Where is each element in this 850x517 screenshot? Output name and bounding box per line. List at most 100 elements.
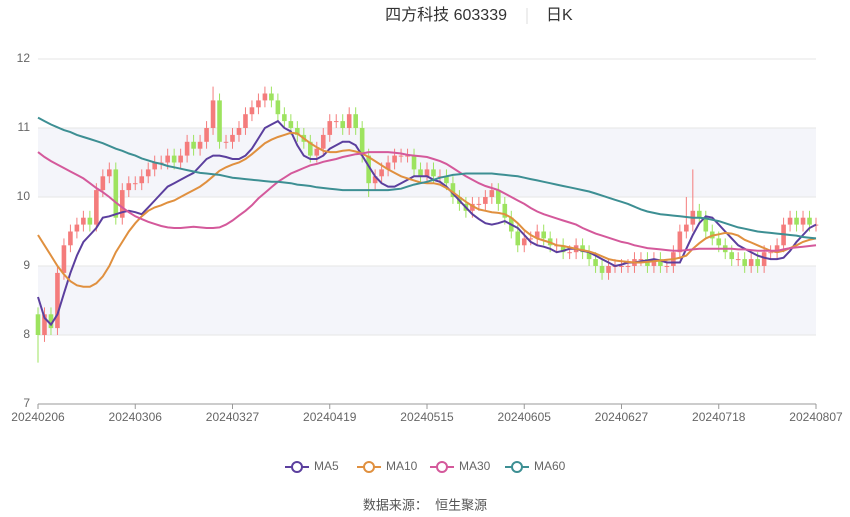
candle-body [282, 114, 287, 122]
candle-body [165, 155, 170, 163]
candle-body [697, 210, 702, 218]
ma-line [37, 119, 817, 327]
candle-body [664, 266, 670, 267]
candle-body [768, 252, 773, 254]
candle-body [651, 259, 657, 266]
candle-body [405, 155, 410, 157]
candle-body [761, 252, 767, 266]
candle-body [366, 155, 371, 184]
candle-body [677, 231, 683, 253]
candle-body [333, 121, 339, 123]
candle-body [295, 128, 300, 135]
y-tick-label: 8 [23, 327, 30, 341]
x-tick-label: 20240419 [303, 410, 357, 424]
candle-body [483, 197, 488, 204]
candle-body [269, 93, 274, 101]
candle-body [411, 155, 417, 170]
candle-body [256, 100, 261, 108]
candle-body [807, 217, 812, 225]
candle-body [68, 231, 73, 246]
candle-body [774, 245, 780, 253]
x-tick-label: 20240306 [109, 410, 163, 424]
ma-line [37, 116, 817, 240]
candle-body [528, 238, 534, 240]
candle-body [139, 176, 145, 184]
x-tick-label: 20240515 [400, 410, 454, 424]
candle-body [586, 252, 592, 260]
candle-body [288, 121, 294, 128]
candle-body [87, 217, 93, 225]
legend-marker [436, 461, 448, 473]
candle-body [735, 259, 741, 261]
x-tick-label: 20240605 [498, 410, 552, 424]
candle-body [515, 231, 521, 246]
candle-body [327, 121, 333, 135]
candle-body [593, 259, 598, 266]
legend-label: MA30 [459, 459, 491, 473]
candle-body [320, 134, 326, 149]
candle-body [418, 169, 423, 177]
candle-body [372, 176, 378, 184]
candle-body [359, 128, 365, 156]
candle-body [625, 266, 631, 267]
candle-body [431, 169, 436, 177]
candle-body [748, 259, 754, 266]
candle-body [61, 245, 67, 273]
legend-marker [363, 461, 375, 473]
legend-label: MA60 [534, 459, 566, 473]
legend-label: MA5 [314, 459, 339, 473]
candle-body [42, 314, 47, 335]
candle-body [794, 217, 799, 225]
candle-body [314, 148, 320, 156]
candle-body [502, 203, 508, 218]
candle-body [55, 272, 60, 329]
candle-body [223, 141, 229, 143]
candle-body [132, 183, 138, 185]
candle-body [236, 128, 242, 135]
candle-body [599, 266, 605, 273]
candle-body [580, 245, 585, 253]
candle-body [178, 155, 183, 163]
y-tick-label: 10 [17, 189, 31, 203]
candle-body [230, 134, 235, 142]
candle-body [48, 314, 54, 329]
chart-title: 四方科技 603339 [385, 6, 507, 24]
source: 数据来源： 恒生聚源 [363, 497, 487, 512]
candle-body [424, 169, 430, 177]
candle-body [197, 141, 203, 149]
legend-marker [291, 461, 303, 473]
candle-body [392, 155, 397, 163]
y-tick-label: 9 [23, 258, 30, 272]
candle-body [398, 155, 404, 157]
x-tick-label: 20240327 [206, 410, 260, 424]
candle-body [152, 162, 157, 170]
candle-body [729, 252, 735, 260]
y-tick-label: 12 [17, 51, 31, 65]
candle-body [560, 245, 566, 253]
candle-body [204, 128, 209, 142]
candle-body [275, 100, 281, 115]
band [38, 266, 816, 335]
candle-body [35, 314, 41, 335]
candle-body [145, 169, 151, 177]
candle-body [606, 266, 611, 273]
candle-body [716, 238, 722, 246]
candle-body [521, 238, 527, 246]
candle-body [800, 217, 806, 225]
candle-body [94, 190, 99, 225]
chart-subtitle: 日K [546, 7, 573, 24]
candle-body [684, 224, 689, 232]
candle-body [444, 176, 449, 184]
ma-line [37, 131, 817, 288]
candle-body [787, 217, 793, 225]
candle-body [262, 93, 268, 101]
candle-body [126, 183, 132, 191]
candle-body [184, 141, 190, 156]
x-tick-label: 20240718 [692, 410, 746, 424]
candle-body [107, 169, 112, 177]
candle-body [567, 252, 572, 254]
candle-body [171, 155, 177, 163]
candle-body [476, 203, 482, 205]
candle-body [619, 266, 624, 267]
